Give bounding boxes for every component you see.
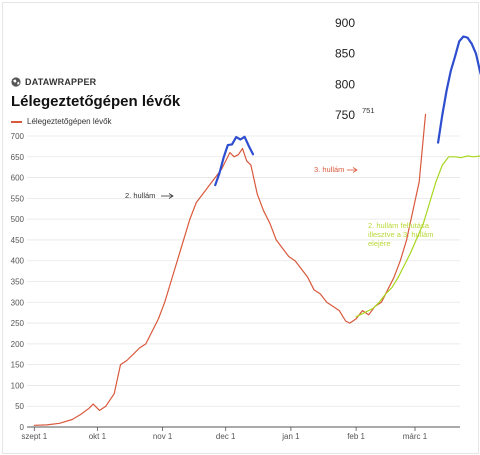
y-tick-label: 200 — [11, 340, 25, 349]
inset-y-tick-label: 900 — [335, 16, 355, 30]
y-tick-label: 0 — [20, 423, 25, 432]
x-axis: szept 1 okt 1 nov 1 dec 1 jan 1 feb 1 márc 1 — [21, 427, 428, 441]
series-group — [33, 35, 480, 426]
x-tick-label: márc 1 — [403, 432, 428, 441]
legend-swatch — [11, 120, 22, 123]
annotation-fit-line-2: illesztve a 3. hullám — [368, 230, 433, 239]
x-tick-label: jan 1 — [281, 432, 300, 441]
y-tick-label: 500 — [11, 215, 25, 224]
x-tick-label: szept 1 — [21, 432, 47, 441]
x-tick-label: feb 1 — [347, 432, 365, 441]
annotation-wave3: 3. hullám — [314, 165, 344, 174]
y-tick-label: 300 — [11, 298, 25, 307]
y-tick-label: 100 — [11, 381, 25, 390]
series-line-3 — [437, 35, 480, 144]
inset-y-tick-label: 750 — [335, 108, 355, 122]
annotation-fit-line-1: 2. hullám felfutása — [368, 221, 430, 230]
y-tick-label: 150 — [11, 361, 25, 370]
x-tick-label: dec 1 — [216, 432, 236, 441]
y-tick-label: 550 — [11, 194, 25, 203]
inset-y-tick-label: 800 — [335, 77, 355, 91]
legend: Lélegeztetőgépen lévők — [11, 117, 112, 126]
y-tick-label: 250 — [11, 319, 25, 328]
annotation-fit-line-3: elejére — [368, 239, 391, 248]
y-tick-label: 700 — [11, 132, 25, 141]
grid — [27, 135, 460, 428]
y-tick-label: 350 — [11, 278, 25, 287]
y-tick-label: 400 — [11, 257, 25, 266]
chart-title: Lélegeztetőgépen lévők — [11, 93, 181, 110]
annotations: 2. hullám 3. hullám 751 2. hullám felfut… — [125, 106, 433, 248]
arrowhead-wave2 — [168, 193, 174, 199]
x-tick-label: nov 1 — [153, 432, 173, 441]
x-tick-label: okt 1 — [89, 432, 107, 441]
y-tick-label: 50 — [15, 402, 24, 411]
series-line-2 — [214, 135, 255, 187]
annotation-wave2: 2. hullám — [125, 191, 155, 200]
inset-y-tick-label: 850 — [335, 47, 355, 61]
globe-icon — [11, 77, 21, 87]
series-line-1 — [355, 155, 480, 318]
series-line-0 — [33, 113, 427, 426]
brand-name: DATAWRAPPER — [25, 77, 97, 87]
y-tick-label: 600 — [11, 174, 25, 183]
y-axis: 0 50 100 150 200 250 300 350 400 450 500 550 600 650 7… — [11, 132, 25, 432]
y-tick-label: 450 — [11, 236, 25, 245]
legend-label: Lélegeztetőgépen lévők — [27, 117, 112, 126]
annotation-peak751: 751 — [362, 106, 375, 115]
arrowhead-wave3 — [352, 167, 358, 173]
brand: DATAWRAPPER — [11, 77, 96, 87]
y-tick-label: 650 — [11, 153, 25, 162]
inset-y-axis: 750 800 850 900 — [335, 16, 355, 122]
